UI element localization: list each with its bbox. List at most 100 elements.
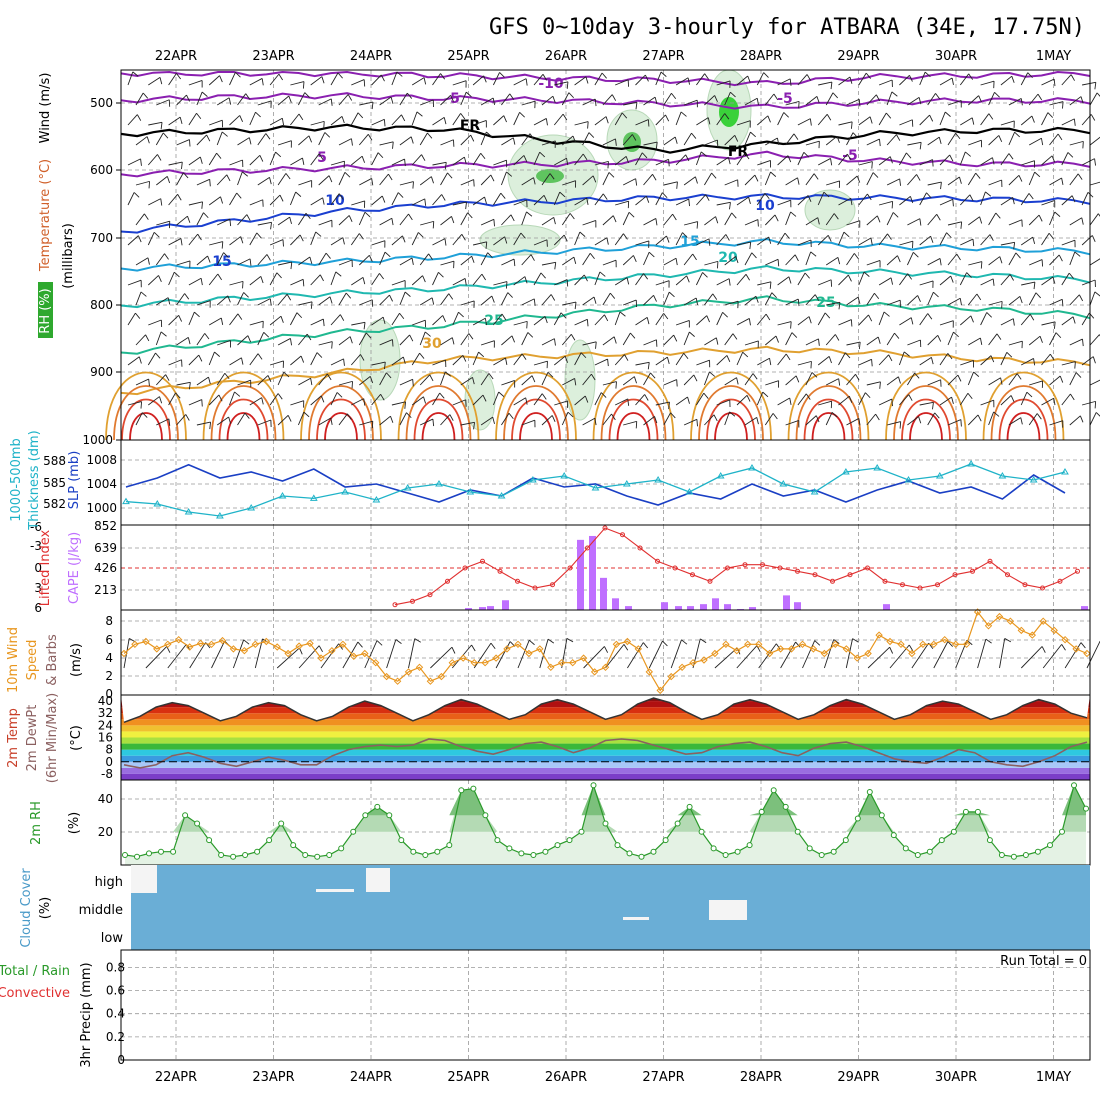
wind-barb [826,301,841,306]
wind10-point [448,658,457,667]
rh-point [1022,852,1029,858]
rh-point [470,785,477,792]
wind-barb [480,416,493,426]
wind-barb [216,295,229,306]
thickness-tick: 588 [43,454,66,468]
wind-barb [493,357,506,366]
rh2m-label: 2m RH [29,801,44,845]
temp-contour-5 [120,150,1091,178]
wind-barb [1089,379,1100,386]
wind-barb-flag [244,412,250,419]
wind-barb-flag [390,96,394,104]
wind-barb-flag [1041,138,1044,146]
wind-barb-flag [630,332,636,339]
date-label: 24APR [350,1070,392,1085]
wind-barb-flag [843,231,850,238]
wind-barb-flag [1006,351,1013,358]
wind-barb-flag [695,297,699,305]
contour-label: 20 [718,250,738,266]
li-point [532,585,538,591]
rh-point [422,852,429,858]
wind-barb-flag [986,312,993,318]
rh-point [218,852,225,858]
wind-barb [939,232,947,246]
wind-barb-flag [412,379,414,387]
wind-barb [724,212,733,226]
date-label: 30APR [935,1070,977,1085]
wind-barb-flag [1018,175,1023,182]
wind-barb-flag [703,392,709,399]
wind-barb [980,278,994,286]
rh-point [482,812,489,819]
wind-barb [643,218,657,226]
rh-point [590,782,597,789]
wind-barb-flag [680,111,687,117]
wind-barb [541,140,556,146]
wind-barb [838,352,846,366]
wind-barb-flag [1020,98,1023,106]
rh-area-high [125,785,1086,816]
wind-barb [886,212,894,226]
date-label: 30APR [935,49,977,64]
wind-barb-flag [220,196,224,204]
wind-barb [703,371,710,386]
wind-barb-flag [207,255,211,263]
thickness-point [935,472,944,479]
wind-barb [683,331,690,346]
wind-barb-flag [382,317,386,325]
wind-barb [399,213,409,226]
wind-barb-flag [582,153,588,161]
wind-barb [878,311,885,326]
wind-barb [541,95,554,106]
wind-barb [318,252,327,266]
wind-barb-flag [867,193,872,201]
wind-barb-flag [470,134,475,142]
wind-barb-flag [648,251,655,258]
wind-barb [432,359,446,366]
wind-barb [188,277,202,286]
wind-barb [933,641,949,669]
wind-barb [838,274,849,286]
wind-barb [988,300,1003,306]
wind-barb [663,93,672,106]
wind-barb-flag [298,113,304,121]
wind-barb-flag [275,151,282,158]
wind-barb [716,113,726,126]
wind-barb [947,176,960,186]
wind-barb-flag [531,375,536,383]
wind-barb [533,393,543,406]
wind-barb [797,272,806,286]
wind-barb [960,360,974,366]
wind-barb [886,91,893,106]
cape-bar [712,598,719,610]
wind-barb [704,139,718,146]
cape-tick: 426 [94,561,117,575]
wind-barb [622,212,630,226]
wind10-point [120,649,128,658]
wind-barb [359,299,373,306]
wind-barb-flag [1058,254,1063,262]
wind-barb-flag [471,644,476,652]
wind-barb-flag [918,416,922,424]
wind-barb-flag [877,336,881,344]
wind-barb [257,133,267,146]
wind-barb-flag [932,402,934,410]
wind-barb-flag [397,192,404,198]
wind-barb [878,354,889,366]
wind-barb [298,377,311,386]
wind-barb [501,137,514,146]
wind-barb-flag [924,71,931,78]
wind-barb-flag [138,356,142,364]
wind-barb [594,392,602,406]
wind-barb [977,639,987,669]
wind-barb [513,276,526,286]
thick-label-2: Thickness (dm) [27,430,42,530]
wind-barb-flag [793,133,799,140]
wind-barb-flag [484,318,488,326]
wind-barb [127,158,141,166]
wind-barb [927,93,936,106]
wind10-point [207,640,216,649]
wind-tick: 4 [105,651,113,665]
